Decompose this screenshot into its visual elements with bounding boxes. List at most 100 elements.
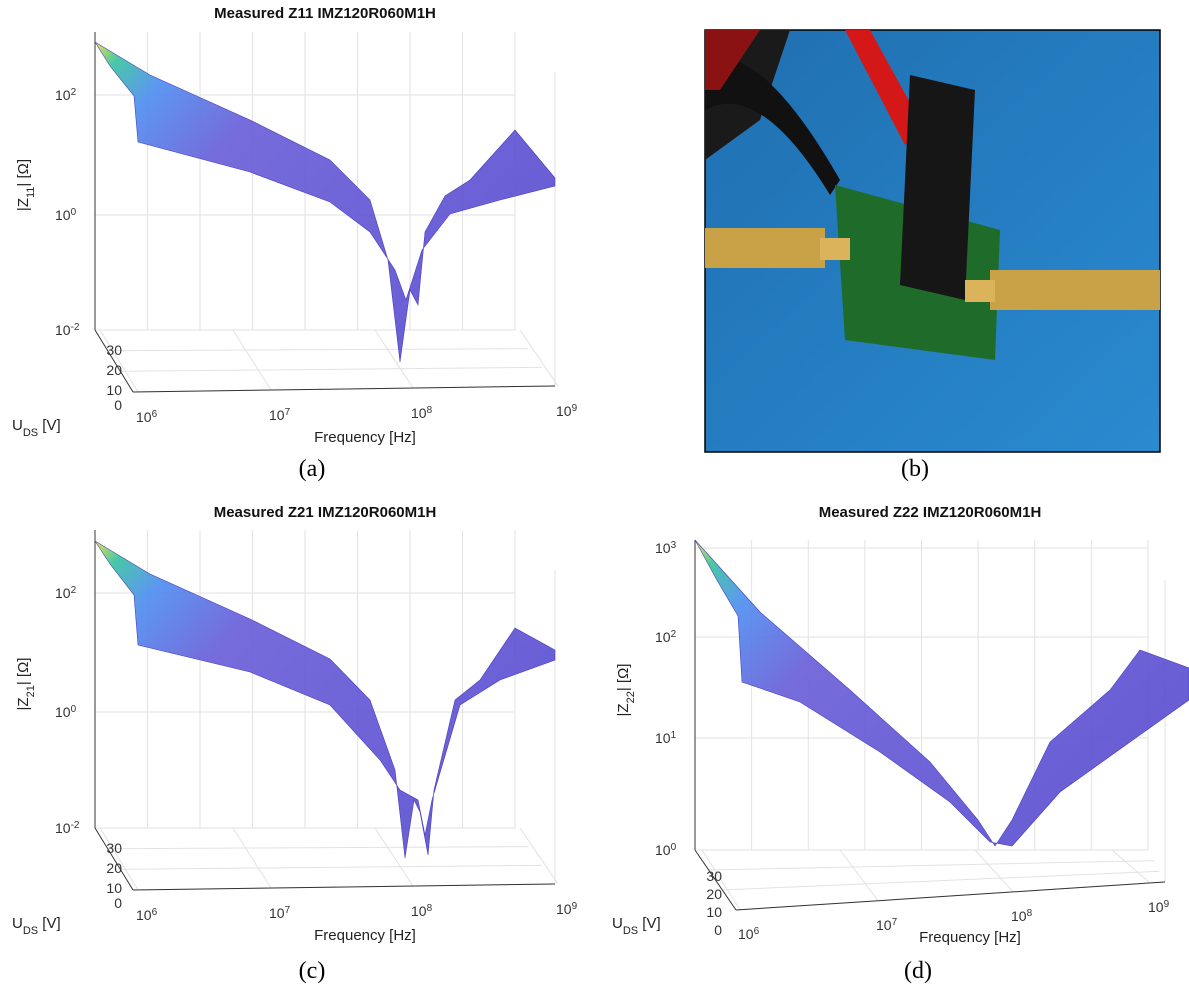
x-tick-label-base: 10 [738,926,754,942]
x-tick-label-exp: 7 [285,406,291,417]
y-axis-label-base: U [12,915,23,932]
y-axis-label-sub: DS [623,925,638,937]
x-tick-label-exp: 9 [1164,899,1170,910]
z-tick-label-exp: 3 [671,540,677,551]
z-tick-label-exp: 2 [671,629,677,640]
caption: (b) [901,456,929,482]
grid-line [107,846,529,850]
grid-line [839,849,879,902]
grid-line [374,827,414,887]
y-tick-label: 0 [714,922,722,938]
z-axis-label: |Z21| [Ω] [15,658,37,711]
x-tick-label: 108 [411,404,433,421]
x-tick-label: 107 [269,406,291,423]
z-tick-label-base: 10 [55,820,71,836]
x-tick-label-exp: 8 [427,902,433,913]
x-tick-label-base: 10 [269,905,285,921]
x-tick-label: 107 [269,904,291,921]
y-tick-label: 0 [114,895,122,911]
caption: (d) [904,958,932,984]
z-tick-label-exp: 0 [671,842,677,853]
x-axis [132,385,556,393]
x-tick-label-exp: 7 [285,904,291,915]
y-axis-label: UDS [V] [12,417,61,439]
x-tick-label: 108 [1011,908,1033,925]
x-tick-label-exp: 7 [892,916,898,927]
z-axis-label: |Z11| [Ω] [15,159,37,211]
y-axis-label-tail: [V] [38,915,61,932]
y-tick-label: 10 [706,904,722,920]
y-tick-label: 20 [106,860,122,876]
z-tick-label-exp: 2 [71,87,77,98]
grid-line [701,849,741,911]
z-tick-label-base: 10 [655,730,671,746]
x-axis-label: Frequency [Hz] [919,929,1021,946]
grid-line [120,864,542,870]
y-axis-label-sub: DS [23,427,38,439]
x-tick-label: 109 [556,900,578,917]
z-tick-label-base: 10 [55,87,71,103]
y-axis [94,329,134,393]
z-tick-label: 102 [55,585,77,602]
z-axis-label-sub: 11 [25,187,37,198]
z-tick-label: 10-2 [55,322,80,339]
z-axis-label: |Z22| [Ω] [615,664,637,717]
x-tick-label-exp: 9 [572,402,578,413]
z-axis-label-base: |Z [15,198,32,211]
grid-line [120,366,542,372]
grid-line [974,849,1014,893]
x-tick-label-base: 10 [556,403,572,419]
y-axis [694,849,737,911]
z-tick-label: 103 [655,540,677,557]
x-tick-label-base: 10 [556,901,572,917]
z-axis-label-tail: | [Ω] [15,658,32,686]
z-tick-label: 102 [655,629,677,646]
z-tick-label-base: 10 [55,322,71,338]
grid-line [232,827,272,889]
plot-frame [694,540,1166,911]
x-tick-label: 106 [136,906,158,923]
x-axis [735,881,1166,911]
x-axis-label: Frequency [Hz] [314,927,416,944]
z-tick-label-base: 10 [655,540,671,556]
x-tick-label: 106 [738,925,760,942]
y-axis [94,827,134,891]
x-tick-label-exp: 9 [572,900,578,911]
grid-line [107,348,529,352]
x-tick-label-base: 10 [1011,908,1027,924]
z-tick-label: 100 [55,207,77,224]
x-tick-label-base: 10 [136,409,152,425]
x-tick-label: 106 [136,408,158,425]
grid-line [374,329,414,389]
plot-frame [94,32,559,393]
x-tick-label: 108 [411,902,433,919]
z-tick-label-base: 10 [655,842,671,858]
y-tick-label: 30 [106,840,122,856]
z-axis-label-tail: | [Ω] [615,664,632,692]
caption: (c) [299,958,326,984]
grid-line [519,827,559,885]
y-tick-label: 20 [706,886,722,902]
z-tick-label-exp: 2 [71,585,77,596]
x-tick-label-base: 10 [269,407,285,423]
panel-title: Measured Z11 IMZ120R060M1H [214,5,436,22]
z-axis-label-sub: 21 [25,685,37,697]
x-tick-label-base: 10 [411,405,427,421]
x-tick-label-base: 10 [876,917,892,933]
y-tick-label: 30 [106,342,122,358]
caption: (a) [299,456,326,482]
z-axis-label-tail: | [Ω] [15,159,32,187]
y-axis-label-base: U [12,417,23,434]
y-axis-label-base: U [612,915,623,932]
grid-line [99,329,139,393]
x-tick-label-exp: 6 [152,408,158,419]
z-tick-label: 100 [655,842,677,859]
z-tick-label: 100 [55,704,77,721]
x-tick-label-exp: 8 [1027,908,1033,919]
y-tick-label: 30 [706,868,722,884]
z-axis-label-base: |Z [15,697,32,710]
plot-frame [94,530,559,891]
z-tick-label: 102 [55,87,77,104]
x-axis [132,883,556,891]
